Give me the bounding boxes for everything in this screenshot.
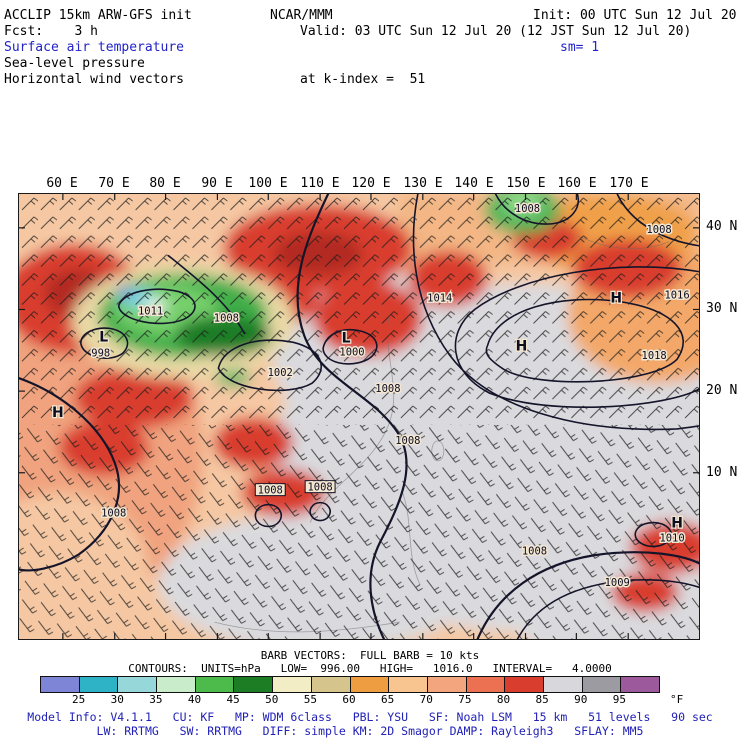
map-frame: 1008 1008 1014 1016 1018 1011 1008 998 1002 1000 1… [18, 193, 700, 640]
x-tick-label: 70 E [98, 176, 130, 191]
colorbar-labels: 25 30 35 40 45 50 55 60 65 70 75 80 85 90 95 °F [40, 693, 740, 707]
contour-label: 1008 [515, 203, 540, 215]
colorbar-tick-label: 25 [72, 693, 86, 706]
colorbar-cell [41, 677, 80, 692]
contour-label: 1008 [375, 383, 400, 395]
pressure-center-H: H [671, 516, 683, 532]
y-tick-label: 10 N [706, 465, 738, 480]
axis-tick-layer [19, 194, 699, 639]
contour-label: 1008 [395, 435, 420, 447]
model-title: ACCLIP 15km ARW-GFS init [4, 8, 192, 23]
colorbar-cell [543, 677, 583, 692]
colorbar-cell [621, 677, 659, 692]
colorbar-tick-label: 85 [535, 693, 549, 706]
x-tick-label: 80 E [149, 176, 181, 191]
smoothing-label: sm= 1 [560, 40, 600, 55]
contour-label: 1016 [664, 290, 689, 302]
colorbar-tick-label: 70 [419, 693, 433, 706]
valid-time-label: Valid: 03 UTC Sun 12 Jul 20 (12 JST Sun … [300, 24, 692, 39]
colorbar-cell [427, 677, 467, 692]
field-wind-label: Horizontal wind vectors [4, 72, 185, 87]
colorbar-tick-label: 90 [574, 693, 588, 706]
contour-label-box [254, 483, 286, 497]
colorbar-tick-label: 75 [458, 693, 472, 706]
x-tick-label: 120 E [351, 176, 391, 191]
contour-label: 1009 [605, 577, 630, 589]
y-tick-label: 40 N [706, 219, 738, 234]
y-tick-label: 20 N [706, 383, 738, 398]
pressure-center-H: H [610, 291, 622, 307]
colorbar-cell [234, 677, 274, 692]
contour-label: 1008 [308, 482, 333, 494]
contour-label: 1002 [268, 367, 293, 379]
contour-label: 1008 [101, 508, 126, 520]
colorbar-tick-label: 65 [381, 693, 395, 706]
colorbar-tick-label: 95 [612, 693, 626, 706]
contour-label: 1011 [138, 305, 163, 317]
colorbar-tick-label: 40 [187, 693, 202, 706]
contour-label: 1014 [427, 293, 452, 305]
contour-label: 1018 [642, 350, 667, 362]
org-label: NCAR/MMM [270, 8, 333, 23]
contour-label: 1000 [339, 346, 364, 358]
model-info-line-1: Model Info: V4.1.1 CU: KF MP: WDM 6class… [27, 710, 713, 724]
x-tick-label: 110 E [300, 176, 340, 191]
colorbar-cell [195, 677, 235, 692]
x-tick-label: 160 E [557, 176, 597, 191]
contour-label: 1008 [214, 312, 239, 324]
contour-label: 1010 [659, 532, 684, 544]
wind-barb-layer [19, 194, 699, 639]
colorbar-cell [273, 677, 312, 692]
colorbar-tick-label: 30 [110, 693, 124, 706]
colorbar-cell [466, 677, 506, 692]
colorbar-tick-label: 45 [226, 693, 240, 706]
contour-label: 1008 [522, 545, 547, 557]
pressure-center-H: H [516, 338, 528, 354]
colorbar-cell [350, 677, 390, 692]
x-tick-label: 60 E [46, 176, 78, 191]
model-info-line-2: LW: RRTMG SW: RRTMG DIFF: simple KM: 2D … [96, 724, 644, 738]
forecast-hour-label: Fcst: 3 h [4, 24, 98, 39]
x-tick-label: 90 E [201, 176, 233, 191]
colorbar-cell [582, 677, 622, 692]
colorbar-cell [79, 677, 119, 692]
x-tick-label: 170 E [609, 176, 649, 191]
field-pressure-label: Sea-level pressure [4, 56, 145, 71]
colorbar-cell [505, 677, 544, 692]
init-time-label: Init: 00 UTC Sun 12 Jul 20 [533, 8, 737, 23]
colorbar-tick-label: 50 [265, 693, 279, 706]
pressure-center-L: L [99, 329, 108, 345]
x-tick-label: 130 E [403, 176, 443, 191]
contour-label: 1008 [258, 485, 283, 497]
x-tick-label: 100 E [248, 176, 288, 191]
pressure-center-H: H [52, 405, 64, 421]
colorbar-tick-label: 60 [342, 693, 356, 706]
contour-label: 998 [91, 347, 110, 359]
contour-label-box [304, 480, 336, 494]
k-index-label: at k-index = 51 [300, 72, 426, 87]
colorbar-tick-label: 55 [303, 693, 317, 706]
field-temperature-label: Surface air temperature [4, 40, 185, 55]
colorbar-tick-label: 80 [496, 693, 511, 706]
x-tick-label: 150 E [506, 176, 546, 191]
colorbar-tick-label: 35 [149, 693, 163, 706]
contour-legend-line: CONTOURS: UNITS=hPa LOW= 996.00 HIGH= 10… [128, 662, 612, 675]
contour-label: 1008 [647, 224, 672, 236]
pressure-center-L: L [342, 330, 351, 346]
colorbar-cell [157, 677, 196, 692]
colorbar [40, 676, 660, 693]
colorbar-cell [311, 677, 351, 692]
barb-legend-line: BARB VECTORS: FULL BARB = 10 kts [260, 649, 480, 662]
pressure-contour-layer [19, 194, 699, 639]
weather-map: 1008 1008 1014 1016 1018 1011 1008 998 1002 1000 1… [19, 194, 699, 639]
x-tick-label: 140 E [454, 176, 494, 191]
colorbar-unit: °F [670, 693, 684, 706]
colorbar-cell [118, 677, 158, 692]
map-annotation-layer: 1008 1008 1014 1016 1018 1011 1008 998 1002 1000 1… [51, 201, 691, 590]
y-tick-label: 30 N [706, 301, 738, 316]
colorbar-cell [389, 677, 428, 692]
